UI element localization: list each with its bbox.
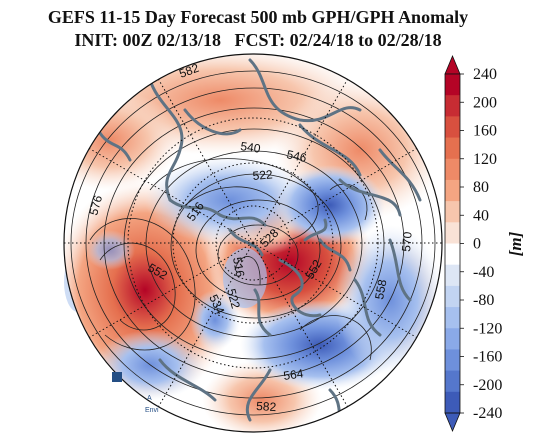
colorbar-segment [445,137,460,160]
figure-title: GEFS 11-15 Day Forecast 500 mb GPH/GPH A… [47,7,469,27]
colorbar-segment [445,116,460,139]
colorbar-tick-label: 0 [473,236,481,253]
colorbar-segment [445,179,460,202]
contour-label: 582 [256,399,277,414]
colorbar-segment [445,328,460,350]
contour-label: 564 [282,366,304,383]
colorbar-tick-label: 120 [473,151,497,168]
colorbar-tick-label: -240 [473,405,502,422]
colorbar-segment [445,201,460,223]
contour-label: 582 [177,61,201,81]
colorbar-tick-label: -40 [473,264,494,281]
figure-subtitle: INIT: 00Z 02/13/18 FCST: 02/24/18 to 02/… [74,30,442,50]
colorbar-segment [445,285,460,308]
colorbar-segment [445,222,460,244]
colorbar-tick-label: 240 [473,66,497,83]
graticule [64,74,442,412]
contour-label: 522 [252,167,273,183]
height-contours [70,70,436,416]
contour-label: 522 [224,287,243,310]
colorbar-segment [445,243,460,266]
contour-label: 546 [285,147,308,165]
logo-text: A [147,395,152,402]
colorbar-tick-label: -160 [473,349,502,366]
colorbar-tick-label: 200 [473,94,497,111]
contour-label: 540 [240,139,262,156]
colorbar-segment [445,264,460,287]
contour-label: 558 [372,278,389,300]
colorbar-tick-label: 80 [473,179,489,196]
colorbar-tick-label: -120 [473,320,502,337]
colorbar-segment [445,391,460,414]
colorbar-segment [445,158,460,181]
colorbar-extend-max [444,54,461,75]
colorbar-segment [445,370,460,393]
colorbar-extend-min [444,412,461,433]
colorbar-segment [445,349,460,372]
logo-mark [112,372,122,382]
contour-label: 570 [399,231,415,252]
colorbar-tick-label: 160 [473,123,497,140]
colorbar-segment [445,95,460,117]
logo-text: Envi [145,407,159,414]
contour-label: 576 [86,193,105,216]
colorbar-segment [445,307,460,329]
colorbar-tick-label: -80 [473,292,494,309]
colorbar: 240 200 160 120 80 40 0 -40 -80 -120 -160 -200 -240 [444,54,502,433]
colorbar-tick-label: -200 [473,377,502,394]
colorbar-tick-label: 40 [473,207,489,224]
colorbar-unit-label: [m] [506,231,525,256]
contour-label: 516 [230,256,247,278]
colorbar-segment [445,74,460,96]
anomaly-shading [64,54,442,432]
map-boundary [63,53,443,433]
coastlines [96,58,422,432]
